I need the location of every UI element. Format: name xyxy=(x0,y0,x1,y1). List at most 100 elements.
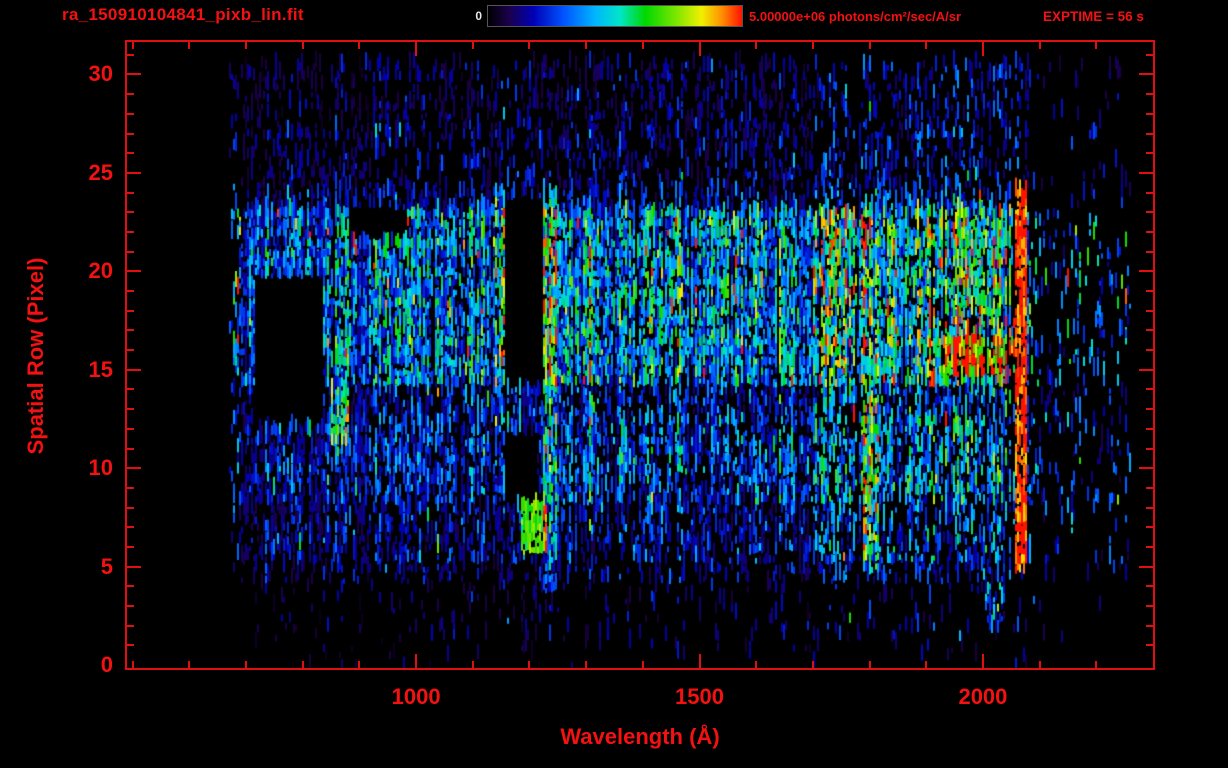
y-major-tick xyxy=(1139,368,1153,371)
x-minor-tick xyxy=(925,661,928,668)
y-minor-tick xyxy=(127,388,134,391)
colorbar-gradient xyxy=(487,5,743,27)
colorbar-min-label: 0 xyxy=(475,9,482,23)
y-minor-tick xyxy=(127,230,134,233)
x-major-tick xyxy=(698,654,701,668)
y-minor-tick xyxy=(1146,93,1153,96)
y-minor-tick xyxy=(1146,191,1153,194)
y-minor-tick xyxy=(1146,585,1153,588)
y-major-tick xyxy=(1139,171,1153,174)
y-major-tick xyxy=(127,565,141,568)
y-tick-label: 15 xyxy=(88,356,113,382)
y-minor-tick xyxy=(127,329,134,332)
x-minor-tick xyxy=(188,42,191,49)
x-minor-tick xyxy=(755,42,758,49)
y-minor-tick xyxy=(127,427,134,430)
y-minor-tick xyxy=(1146,250,1153,253)
x-minor-tick xyxy=(811,661,814,668)
y-tick-label: 5 xyxy=(100,553,113,579)
y-minor-tick xyxy=(1146,290,1153,293)
x-major-tick xyxy=(415,654,418,668)
y-minor-tick xyxy=(1146,53,1153,56)
y-tick-label: 0 xyxy=(100,652,113,678)
y-minor-tick xyxy=(127,112,134,115)
x-minor-tick xyxy=(1038,42,1041,49)
x-minor-tick xyxy=(301,42,304,49)
x-minor-tick xyxy=(188,661,191,668)
y-minor-tick xyxy=(127,486,134,489)
x-major-tick xyxy=(981,654,984,668)
filename-label: ra_150910104841_pixb_lin.fit xyxy=(62,5,304,24)
y-minor-tick xyxy=(127,526,134,529)
y-major-tick xyxy=(127,171,141,174)
y-minor-tick xyxy=(127,93,134,96)
y-minor-tick xyxy=(1146,349,1153,352)
x-minor-tick xyxy=(1038,661,1041,668)
x-minor-tick xyxy=(131,661,134,668)
y-major-tick xyxy=(1139,565,1153,568)
y-minor-tick xyxy=(1146,604,1153,607)
x-minor-tick xyxy=(868,42,871,49)
x-major-tick xyxy=(981,42,984,56)
plot-frame xyxy=(125,40,1155,670)
y-minor-tick xyxy=(1146,624,1153,627)
x-minor-tick xyxy=(585,42,588,49)
y-minor-tick xyxy=(1146,486,1153,489)
y-minor-tick xyxy=(1146,545,1153,548)
y-minor-tick xyxy=(1146,526,1153,529)
y-minor-tick xyxy=(127,191,134,194)
x-minor-tick xyxy=(528,42,531,49)
x-minor-tick xyxy=(301,661,304,668)
y-minor-tick xyxy=(127,309,134,312)
y-minor-tick xyxy=(1146,211,1153,214)
x-minor-tick xyxy=(811,42,814,49)
y-minor-tick xyxy=(1146,506,1153,509)
x-minor-tick xyxy=(755,661,758,668)
x-tick-label: 2000 xyxy=(958,684,1008,709)
x-minor-tick xyxy=(1095,661,1098,668)
y-minor-tick xyxy=(127,506,134,509)
y-minor-tick xyxy=(127,644,134,647)
y-minor-tick xyxy=(127,152,134,155)
y-major-tick xyxy=(127,467,141,470)
x-major-tick xyxy=(415,42,418,56)
spectrum-heatmap xyxy=(127,42,1153,668)
y-minor-tick xyxy=(1146,408,1153,411)
x-minor-tick xyxy=(358,42,361,49)
y-minor-tick xyxy=(127,132,134,135)
y-minor-tick xyxy=(127,545,134,548)
y-minor-tick xyxy=(1146,447,1153,450)
y-minor-tick xyxy=(1146,388,1153,391)
y-minor-tick xyxy=(1146,309,1153,312)
y-major-tick xyxy=(127,270,141,273)
y-major-tick xyxy=(1139,467,1153,470)
x-minor-tick xyxy=(641,661,644,668)
y-minor-tick xyxy=(127,447,134,450)
x-minor-tick xyxy=(925,42,928,49)
x-minor-tick xyxy=(868,661,871,668)
y-minor-tick xyxy=(1146,152,1153,155)
y-tick-label: 20 xyxy=(88,258,113,284)
x-minor-tick xyxy=(585,661,588,668)
y-major-tick xyxy=(1139,270,1153,273)
y-minor-tick xyxy=(127,53,134,56)
y-minor-tick xyxy=(127,585,134,588)
exptime-label: EXPTIME = 56 s xyxy=(1043,9,1144,24)
y-minor-tick xyxy=(127,290,134,293)
x-minor-tick xyxy=(471,661,474,668)
y-minor-tick xyxy=(127,624,134,627)
x-minor-tick xyxy=(245,661,248,668)
y-major-tick xyxy=(127,368,141,371)
y-minor-tick xyxy=(127,349,134,352)
x-minor-tick xyxy=(245,42,248,49)
y-minor-tick xyxy=(1146,644,1153,647)
y-minor-tick xyxy=(1146,132,1153,135)
x-axis-title: Wavelength (Å) xyxy=(560,724,720,749)
y-minor-tick xyxy=(127,250,134,253)
y-major-tick xyxy=(127,73,141,76)
x-minor-tick xyxy=(471,42,474,49)
x-minor-tick xyxy=(528,661,531,668)
x-minor-tick xyxy=(131,42,134,49)
x-major-tick xyxy=(698,42,701,56)
